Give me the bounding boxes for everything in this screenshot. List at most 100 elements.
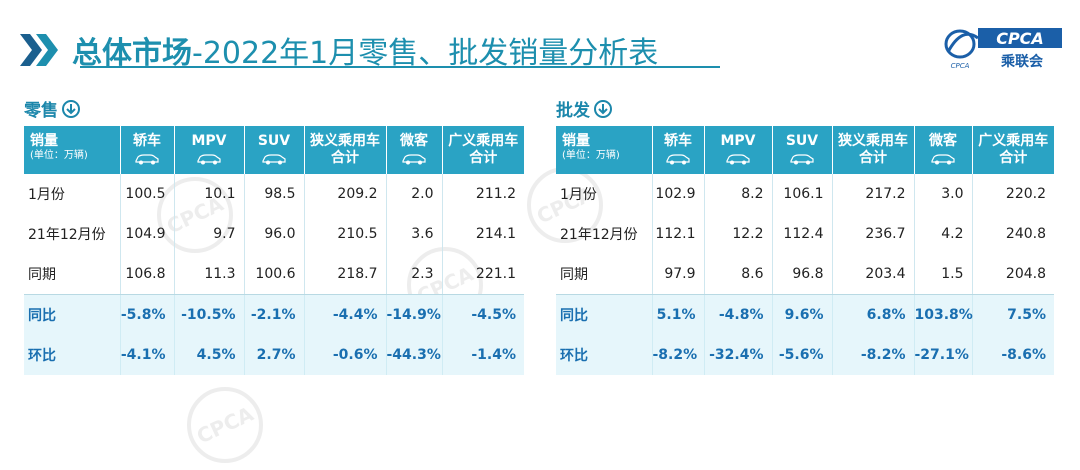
header-unit-sub: (单位：万辆)	[562, 150, 620, 161]
header-row: 销量 (单位：万辆) 轿车 MPV SUV 狭义乘用车 合计 微客 广义乘用车 合计	[24, 126, 524, 174]
header-unit-cell: 销量 (单位：万辆)	[556, 126, 653, 174]
column-header: 微客	[914, 126, 973, 174]
table-row: 同比 -5.8% -10.5% -2.1% -4.4% -14.9% -4.5%	[24, 294, 524, 335]
car-icon	[262, 154, 286, 165]
table-cell: 3.6	[386, 214, 443, 254]
column-header: 狭义乘用车 合计	[304, 126, 387, 174]
watermark-icon: CPCA	[187, 387, 263, 463]
table-cell: -8.2%	[832, 335, 915, 375]
table-cell: -8.6%	[972, 335, 1054, 375]
table-cell: -0.6%	[304, 335, 387, 375]
table-cell: 12.2	[704, 214, 773, 254]
table-cell: -4.1%	[120, 335, 175, 375]
table-cell: -5.8%	[120, 294, 175, 335]
table-cell: 211.2	[475, 186, 516, 202]
row-label: 同期	[24, 254, 121, 295]
table-row: 环比 -4.1% 4.5% 2.7% -0.6% -44.3% -1.4%	[24, 335, 524, 375]
car-icon	[726, 154, 750, 165]
table-row: 21年12月份 104.9 9.7 96.0 210.5 3.6 214.1	[24, 214, 524, 254]
table-cell: -14.9%	[386, 294, 443, 335]
row-label: 同比	[556, 294, 653, 335]
wholesale-table: 销量 (单位：万辆) 轿车 MPV SUV 狭义乘用车 合计 微客 广义乘用车 合计 1月份 102…	[556, 126, 1054, 375]
table-cell: 220.2	[1005, 186, 1046, 202]
table-cell: 11.3	[174, 254, 245, 295]
table-cell: -32.4%	[704, 335, 773, 375]
car-icon	[931, 154, 955, 165]
cpca-logo: CPCA 乘联会 CPCA	[944, 28, 1062, 70]
table-row: 同期 106.8 11.3 100.6 218.7 2.3 221.1	[24, 254, 524, 295]
title-bold: 总体市场	[72, 36, 192, 71]
table-cell: 9.7	[174, 214, 245, 254]
table-cell: -2.1%	[244, 294, 305, 335]
column-header: 广义乘用车 合计	[442, 126, 524, 174]
header-unit-label: 销量	[562, 133, 590, 149]
column-header-label: 广义乘用车 合计	[448, 133, 519, 166]
logo-text: CPCA	[996, 29, 1044, 48]
table-cell: 103.8%	[914, 294, 973, 335]
table-cell: 9.6%	[772, 294, 833, 335]
column-header-label: SUV	[257, 133, 291, 149]
table-cell: 5.1%	[652, 294, 705, 335]
column-header: 轿车	[120, 126, 175, 174]
table-cell: 214.1	[475, 226, 516, 242]
car-icon	[135, 154, 159, 165]
table-row: 环比 -8.2% -32.4% -5.6% -8.2% -27.1% -8.6%	[556, 335, 1054, 375]
row-label: 同期	[556, 254, 653, 295]
row-label: 21年12月份	[24, 214, 121, 254]
table-cell: 97.9	[652, 254, 705, 295]
car-icon	[197, 154, 221, 165]
table-cell: 209.2	[304, 174, 387, 214]
column-header-label: 轿车	[664, 133, 692, 149]
column-header: MPV	[704, 126, 773, 174]
table-cell: 2.0	[386, 174, 443, 214]
table-cell: 4.5%	[174, 335, 245, 375]
table-cell: -27.1%	[914, 335, 973, 375]
title-rest: -2022年1月零售、批发销量分析表	[192, 36, 659, 71]
table-cell: 96.0	[244, 214, 305, 254]
svg-text:CPCA: CPCA	[193, 401, 258, 448]
table-cell: 203.4	[832, 254, 915, 295]
column-header: 微客	[386, 126, 443, 174]
table-cell: 104.9	[120, 214, 175, 254]
table-cell: -10.5%	[174, 294, 245, 335]
table-cell: 1.5	[914, 254, 973, 295]
table-cell: -4.5%	[442, 294, 524, 335]
table-cell: -1.4%	[442, 335, 524, 375]
car-icon	[666, 154, 690, 165]
header-unit-sub: (单位：万辆)	[30, 150, 88, 161]
row-label: 环比	[556, 335, 653, 375]
table-cell: -4.4%	[304, 294, 387, 335]
column-header: SUV	[244, 126, 305, 174]
logo-sub: 乘联会	[1000, 53, 1044, 70]
table-cell: 2.7%	[244, 335, 305, 375]
wholesale-section-label: 批发	[556, 96, 612, 121]
table-cell: 10.1	[174, 174, 245, 214]
retail-table: 销量 (单位：万辆) 轿车 MPV SUV 狭义乘用车 合计 微客 广义乘用车 合计 1月份 100…	[24, 126, 524, 375]
column-header-label: 轿车	[133, 133, 161, 149]
logo-small: CPCA	[951, 62, 970, 70]
column-header-label: 广义乘用车 合计	[978, 133, 1049, 166]
row-label: 21年12月份	[556, 214, 653, 254]
column-header: MPV	[174, 126, 245, 174]
table-cell: -4.8%	[704, 294, 773, 335]
double-chevron-icon	[20, 34, 58, 66]
table-cell: 106.1	[772, 174, 833, 214]
table-cell: 8.6	[704, 254, 773, 295]
column-header: 广义乘用车 合计	[972, 126, 1054, 174]
column-header-label: MPV	[720, 133, 756, 149]
table-row: 21年12月份 112.1 12.2 112.4 236.7 4.2 240.8	[556, 214, 1054, 254]
table-row: 同比 5.1% -4.8% 9.6% 6.8% 103.8% 7.5%	[556, 294, 1054, 335]
table-cell: 100.6	[244, 254, 305, 295]
row-label: 1月份	[24, 174, 121, 214]
row-label: 同比	[24, 294, 121, 335]
header-unit-cell: 销量 (单位：万辆)	[24, 126, 121, 174]
table-cell: 96.8	[772, 254, 833, 295]
table-cell: 204.8	[972, 254, 1054, 295]
down-arrow-circle-icon	[62, 99, 80, 118]
car-icon	[402, 154, 426, 165]
table-cell: 106.8	[120, 254, 175, 295]
title-underline	[80, 66, 720, 68]
table-row: 1月份 100.5 10.1 98.5 209.2 2.0 211.2	[24, 174, 524, 214]
table-cell: 221.1	[442, 254, 524, 295]
column-header-label: 狭义乘用车 合计	[838, 133, 908, 166]
